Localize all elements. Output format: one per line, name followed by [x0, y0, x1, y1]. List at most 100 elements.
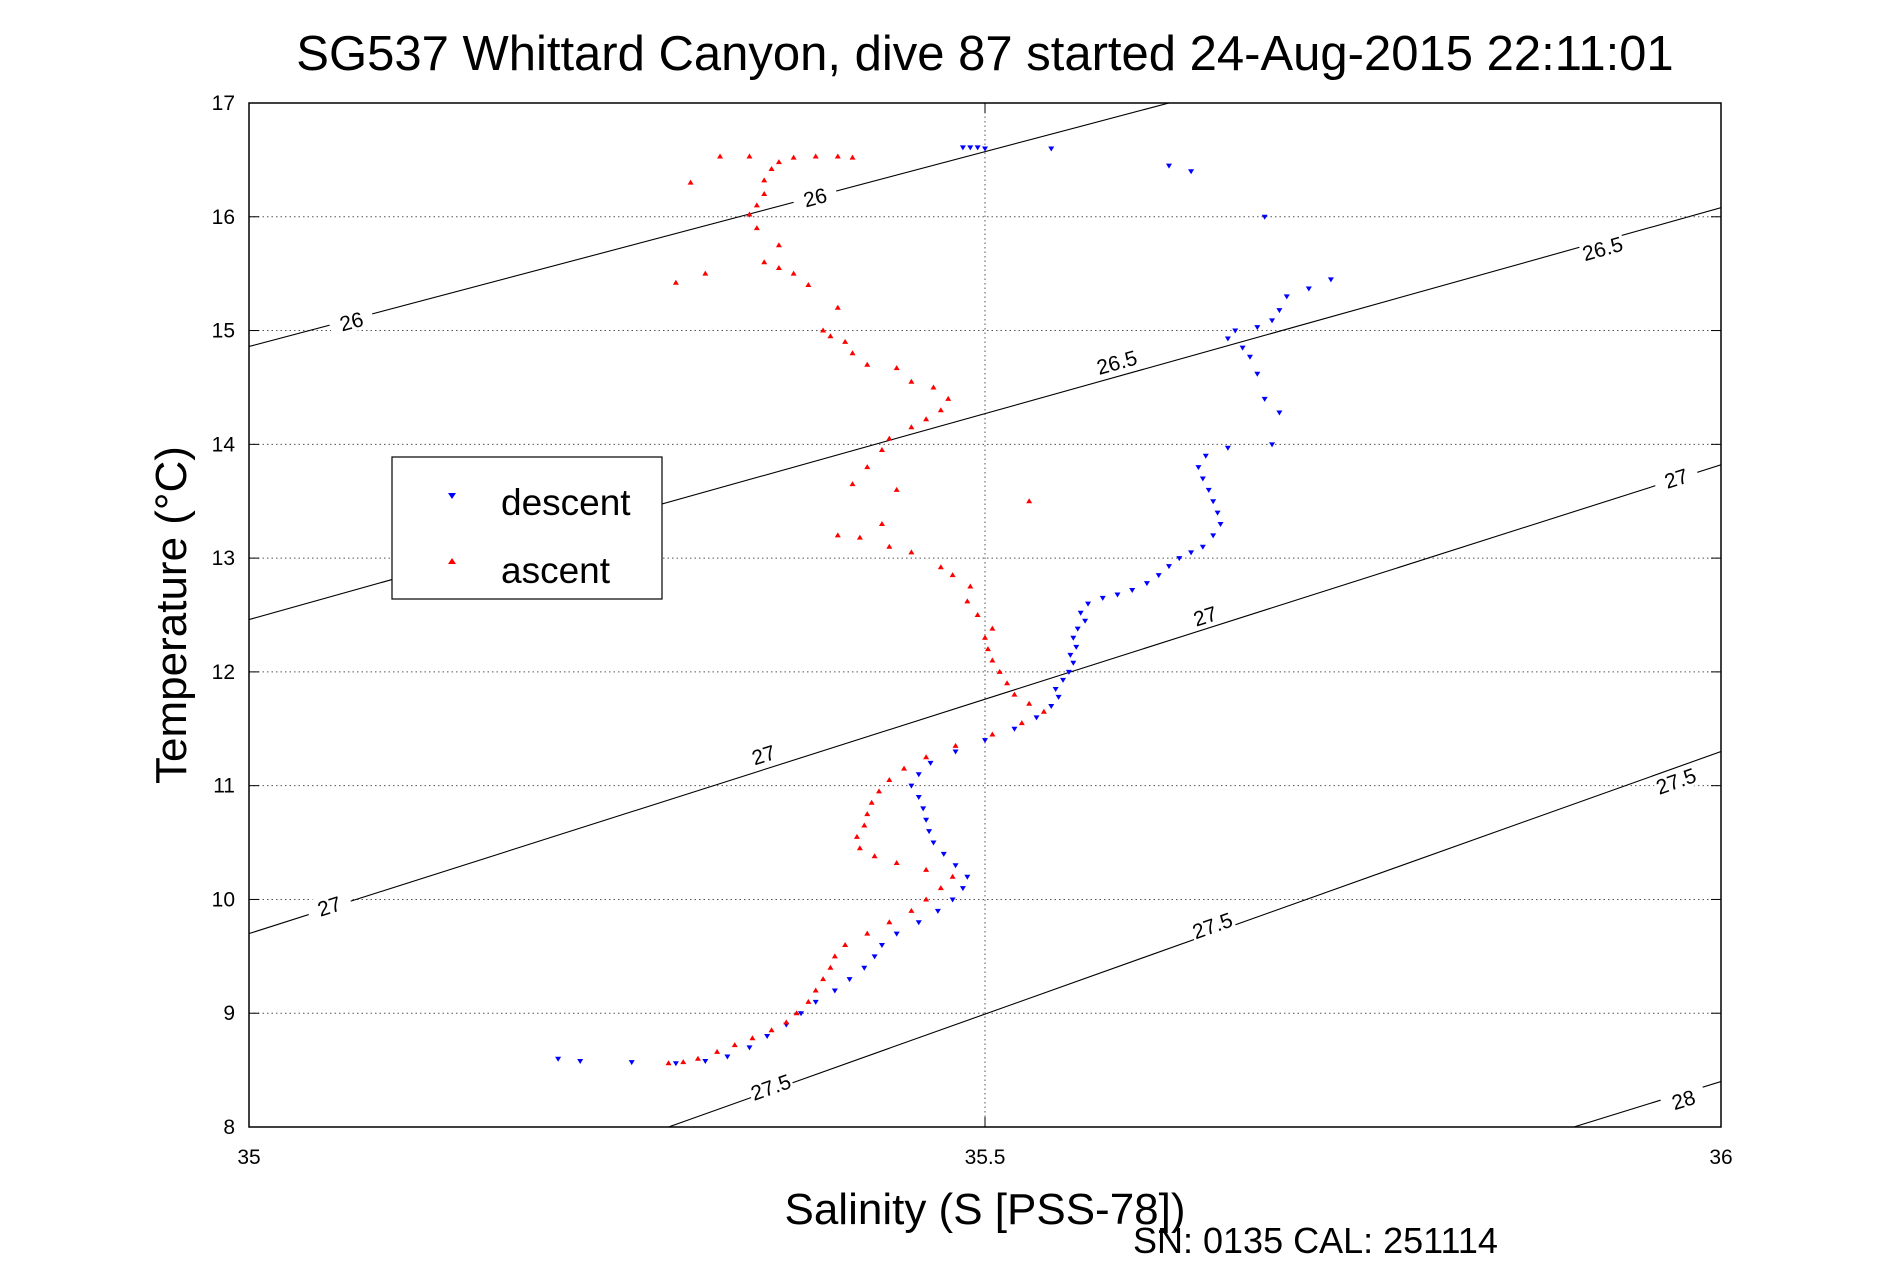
descent-point [1073, 644, 1080, 650]
ascent-point [923, 416, 930, 422]
descent-point [959, 886, 966, 892]
ascent-point [878, 447, 885, 453]
descent-point [1055, 694, 1062, 700]
contour-line-26 [249, 103, 1170, 348]
descent-point [964, 874, 971, 880]
contour-label-group: 27 [1651, 460, 1701, 496]
ascent-point [886, 919, 893, 925]
y-tick-label: 14 [212, 433, 236, 456]
descent-point [1269, 318, 1276, 324]
descent-point [1176, 556, 1183, 562]
descent-point [1048, 704, 1055, 710]
ascent-point [812, 987, 819, 993]
contour-label-bg [1092, 345, 1141, 379]
ascent-point [937, 407, 944, 413]
contour-label: 26.5 [1580, 233, 1626, 266]
descent-point [1261, 396, 1268, 402]
descent-point [1205, 487, 1212, 493]
legend-ascent-label: ascent [501, 550, 611, 591]
ascent-point [878, 520, 885, 526]
descent-point [1074, 626, 1081, 632]
descent-point [1033, 715, 1040, 721]
descent-point [831, 988, 838, 994]
contour-label-bg [1180, 598, 1230, 633]
ascent-point [717, 153, 724, 159]
contour-label-group: 27.5 [1651, 762, 1701, 800]
ascent-point [886, 543, 893, 549]
ascent-point [876, 788, 883, 794]
contour-label-bg [1651, 460, 1701, 496]
ascent-point [834, 304, 841, 310]
descent-point [1060, 677, 1067, 683]
descent-point [1202, 453, 1209, 459]
ascent-point [805, 282, 812, 288]
ascent-point [893, 365, 900, 371]
ascent-point [861, 822, 868, 828]
descent-point [908, 783, 915, 789]
descent-point [1246, 354, 1253, 360]
ascent-point [687, 179, 694, 185]
ascent-point [974, 612, 981, 617]
ascent-point [702, 270, 709, 276]
descent-point [812, 999, 819, 1005]
ascent-point [967, 583, 974, 589]
descent-point [1166, 163, 1172, 169]
ascent-point [834, 153, 841, 159]
descent-point [1195, 465, 1202, 471]
ascent-point [768, 1027, 775, 1033]
descent-point [1254, 325, 1261, 331]
ascent-point [834, 532, 841, 538]
ascent-point [849, 154, 856, 160]
ascent-point [886, 776, 893, 782]
descent-point [1217, 521, 1224, 527]
descent-point [920, 806, 927, 812]
ascent-point [989, 625, 996, 631]
descent-point [1199, 476, 1206, 482]
ascent-point [923, 754, 930, 760]
ascent-point [949, 572, 956, 578]
ascent-point [1004, 680, 1011, 686]
ascent-point [989, 731, 996, 737]
contour-label-group: 28 [1659, 1082, 1708, 1117]
ascent-point [746, 153, 753, 159]
descent-point [577, 1059, 584, 1065]
descent-point [923, 817, 930, 823]
ascent-point [908, 378, 915, 384]
y-tick-label: 13 [212, 547, 235, 570]
ascent-point [908, 424, 915, 430]
contour-label-group: 26.5 [1092, 345, 1141, 380]
contour-label-group: 27 [738, 737, 788, 772]
contour-label-group: 26 [327, 304, 376, 338]
contour-label-group: 26 [790, 180, 840, 214]
ascent-point [886, 435, 893, 441]
ascent-point [790, 154, 797, 160]
axis-ticks: 35 35.5 36 8 9 10 11 12 13 14 15 16 17 [212, 92, 1733, 1169]
descent-point [878, 942, 885, 948]
contour-label: 27.5 [1190, 909, 1236, 944]
descent-point [952, 863, 959, 869]
contour-label-bg [738, 737, 788, 772]
grid [249, 103, 1721, 1127]
ascent-point [783, 1019, 790, 1025]
ascent-point [694, 1055, 701, 1061]
ascent-point [871, 853, 878, 859]
descent-point [1114, 592, 1121, 598]
contour-label-bg [304, 888, 354, 923]
descent-point [798, 1011, 804, 1017]
descent-point [1070, 660, 1077, 666]
ascent-point [827, 964, 834, 970]
descent-point [628, 1060, 635, 1066]
ascent-point [842, 338, 849, 344]
descent-point [1065, 669, 1072, 675]
descent-point [1099, 595, 1106, 601]
descent-point [1269, 442, 1276, 448]
ascent-point [827, 333, 834, 339]
ascent-point [952, 742, 959, 748]
y-axis-label: Temperature (°C) [147, 446, 196, 784]
ascent-point [1011, 691, 1018, 697]
ascent-point [805, 998, 812, 1004]
descent-point [927, 760, 934, 766]
ascent-point [864, 464, 871, 470]
contour-label-group: 27.5 [1187, 907, 1237, 944]
descent-point [915, 795, 922, 801]
